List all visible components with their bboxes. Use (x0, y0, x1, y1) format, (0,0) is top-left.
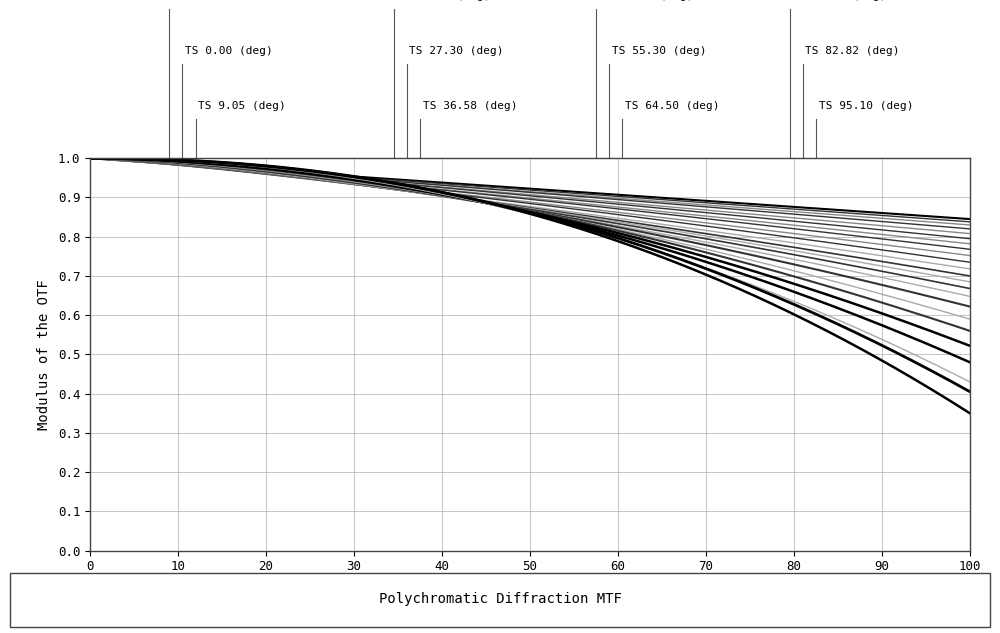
Y-axis label: Modulus of the OTF: Modulus of the OTF (37, 279, 51, 430)
Text: TS 95.10 (deg): TS 95.10 (deg) (819, 101, 913, 111)
Text: TS 64.50 (deg): TS 64.50 (deg) (625, 101, 720, 111)
X-axis label: Spatial Frequency in cycles per mm: Spatial Frequency in cycles per mm (388, 580, 672, 594)
Text: TS 9.05 (deg): TS 9.05 (deg) (198, 101, 286, 111)
Text: TS 45.94 (deg): TS 45.94 (deg) (599, 0, 693, 1)
Text: TS 27.30 (deg): TS 27.30 (deg) (409, 46, 504, 56)
Text: TS 55.30 (deg): TS 55.30 (deg) (612, 46, 706, 56)
Text: TS 36.58 (deg): TS 36.58 (deg) (423, 101, 517, 111)
Text: TS 82.82 (deg): TS 82.82 (deg) (805, 46, 900, 56)
Text: TS 73.48 (deg): TS 73.48 (deg) (792, 0, 887, 1)
Text: Polychromatic Diffraction MTF: Polychromatic Diffraction MTF (379, 592, 621, 606)
Text: TS 0.00 (deg): TS 0.00 (deg) (185, 46, 273, 56)
Text: TS 18.12 (deg): TS 18.12 (deg) (396, 0, 491, 1)
Text: TS Diff. Limit: TS Diff. Limit (172, 0, 266, 1)
